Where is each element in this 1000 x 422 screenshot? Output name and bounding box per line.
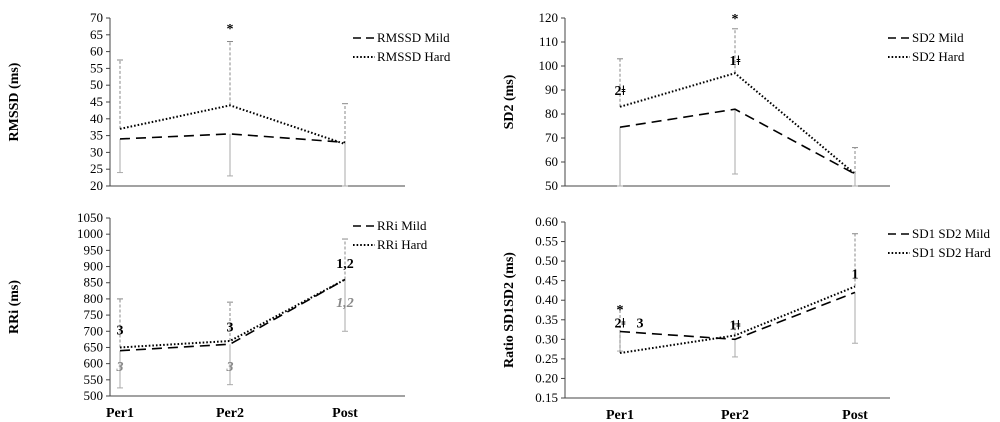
annotation: 3 — [637, 317, 644, 332]
y-tick-label: 50 — [90, 77, 103, 92]
y-tick-label: 30 — [90, 144, 103, 159]
y-tick-label: 60 — [545, 154, 558, 169]
y-tick-label: 950 — [84, 242, 104, 257]
x-tick-label: Per1 — [606, 408, 634, 422]
annotation: 1 — [852, 268, 859, 283]
y-axis-label: SD2 (ms) — [502, 74, 517, 129]
legend-label: SD1 SD2 Mild — [912, 226, 991, 241]
series-line-1 — [119, 133, 346, 144]
annotation: 1ǂ — [730, 319, 741, 334]
y-tick-label: 500 — [84, 388, 104, 403]
legend-label: RRi Hard — [377, 237, 428, 252]
y-tick-label: 900 — [84, 259, 104, 274]
legend-label: SD1 SD2 Hard — [912, 245, 991, 260]
y-tick-label: 0.40 — [535, 292, 558, 307]
y-tick-label: 40 — [90, 111, 103, 126]
x-tick-label: Post — [332, 406, 358, 421]
y-tick-label: 60 — [90, 44, 103, 59]
y-tick-label: 1000 — [77, 226, 103, 241]
annotation: 1ǂ — [730, 54, 741, 69]
legend-label: SD2 Mild — [912, 30, 964, 45]
y-tick-label: 550 — [84, 372, 104, 387]
y-tick-label: 0.30 — [535, 331, 558, 346]
annotation: * — [227, 22, 234, 37]
x-tick-label: Per1 — [106, 406, 134, 421]
y-tick-label: 0.45 — [535, 273, 558, 288]
legend-label: RMSSD Hard — [377, 49, 451, 64]
y-tick-label: 25 — [90, 161, 103, 176]
y-tick-label: 45 — [90, 94, 103, 109]
y-tick-label: 600 — [84, 356, 104, 371]
y-tick-label: 1050 — [77, 210, 103, 225]
annotation: 2ǂ — [615, 84, 626, 99]
x-tick-label: Post — [842, 408, 868, 422]
y-tick-label: 800 — [84, 291, 104, 306]
legend-label: SD2 Hard — [912, 49, 965, 64]
y-axis-label: RMSSD (ms) — [7, 62, 22, 141]
y-tick-label: 90 — [545, 82, 558, 97]
series-line-1 — [119, 278, 346, 352]
annotation: 3 — [117, 324, 124, 339]
y-tick-label: 50 — [545, 178, 558, 193]
series-line-2 — [619, 285, 856, 355]
y-axis-label: Ratio SD1SD2 (ms) — [502, 252, 517, 368]
series-line-1 — [619, 108, 856, 175]
y-tick-label: 70 — [545, 130, 558, 145]
y-tick-label: 700 — [84, 323, 104, 338]
y-tick-label: 0.60 — [535, 214, 558, 229]
annotation: 3 — [116, 360, 124, 375]
y-tick-label: 55 — [90, 60, 103, 75]
y-tick-label: 0.25 — [535, 351, 558, 366]
series-line-2 — [619, 72, 856, 175]
y-tick-label: 20 — [90, 178, 103, 193]
y-tick-label: 0.50 — [535, 253, 558, 268]
annotation: 1,2 — [336, 257, 354, 272]
series-line-1 — [619, 291, 856, 341]
y-tick-label: 110 — [539, 34, 558, 49]
y-tick-label: 0.20 — [535, 370, 558, 385]
annotation: 3 — [227, 320, 234, 335]
annotation: 2ǂ — [615, 317, 626, 332]
y-tick-label: 120 — [539, 10, 559, 25]
legend-label: RRi Mild — [377, 218, 427, 233]
y-tick-label: 0.15 — [535, 390, 558, 405]
y-tick-label: 750 — [84, 307, 104, 322]
series-line-2 — [119, 104, 346, 145]
x-tick-label: Per2 — [721, 408, 749, 422]
y-tick-label: 650 — [84, 339, 104, 354]
y-tick-label: 80 — [545, 106, 558, 121]
y-tick-label: 70 — [90, 10, 103, 25]
x-tick-label: Per2 — [216, 406, 244, 421]
y-tick-label: 0.55 — [535, 234, 558, 249]
legend-label: RMSSD Mild — [377, 30, 450, 45]
y-axis-label: RRi (ms) — [7, 280, 22, 334]
chart-panel-4: 0.15 0.20 0.25 0.30 0.35 0.40 0.45 0.50 0.55 0.60… — [502, 214, 991, 422]
annotation: 3 — [226, 360, 234, 375]
chart-panel-2: 50 60 70 80 90 100 110 120 SD2 (ms) SD2 Mild SD2 H… — [502, 10, 965, 193]
annotation: 1,2 — [336, 296, 354, 311]
y-tick-label: 0.35 — [535, 312, 558, 327]
y-tick-label: 100 — [539, 58, 559, 73]
y-tick-label: 65 — [90, 27, 103, 42]
series-line-2 — [119, 278, 346, 349]
annotation: * — [617, 303, 624, 318]
y-tick-label: 850 — [84, 275, 104, 290]
y-tick-label: 35 — [90, 128, 103, 143]
annotation: * — [732, 12, 739, 27]
